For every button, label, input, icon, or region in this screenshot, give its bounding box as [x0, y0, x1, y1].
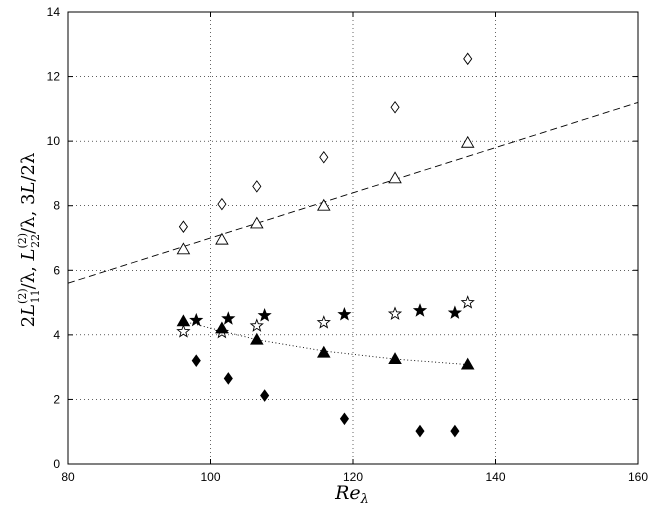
data-markers	[176, 52, 475, 438]
x-tick-label: 120	[343, 470, 363, 484]
star-filled-marker	[337, 307, 352, 321]
y-tick-label: 0	[53, 457, 60, 471]
triangle-open-marker	[215, 232, 229, 245]
diamond-filled-marker	[415, 424, 425, 438]
diamond-filled-marker	[191, 354, 201, 367]
star-open-marker	[387, 306, 403, 320]
star-open-marker	[460, 295, 475, 309]
diamond-open-marker	[390, 100, 400, 114]
triangle-filled-marker	[250, 332, 264, 345]
diamond-open-marker	[319, 151, 329, 164]
star-open-marker	[176, 324, 191, 338]
dotted-fit-line	[183, 320, 468, 366]
diamond-open-marker	[463, 52, 473, 66]
y-tick-label: 10	[47, 134, 61, 148]
y-tick-label: 12	[47, 70, 61, 84]
diamond-filled-marker	[260, 389, 270, 402]
star-filled-marker	[412, 303, 428, 317]
x-axis-label: Reλ	[334, 482, 369, 505]
triangle-filled-marker	[215, 321, 229, 334]
diamond-filled-marker	[450, 424, 460, 438]
triangle-open-marker	[176, 242, 191, 255]
triangle-filled-marker	[176, 314, 191, 327]
x-tick-label: 80	[61, 470, 75, 484]
triangle-filled-marker	[388, 352, 402, 365]
y-tick-label: 6	[53, 263, 60, 277]
y-tick-label: 2	[53, 392, 60, 406]
y-tick-label: 14	[47, 5, 61, 19]
star-open-marker	[249, 318, 264, 332]
dashed-fit-line	[67, 101, 639, 284]
star-filled-marker	[257, 308, 272, 322]
fit-lines	[67, 101, 639, 366]
x-axis-ticks: 80 100 120 140 160	[61, 12, 648, 484]
y-axis-label-text: 2L(2)11/λ, L(2)22/λ, 3L/2λ	[16, 153, 42, 328]
triangle-open-marker	[317, 198, 331, 211]
star-filled-marker	[447, 305, 463, 319]
x-axis-label-text: Reλ	[334, 482, 369, 505]
diamond-open-marker	[178, 220, 188, 233]
diamond-filled-marker	[339, 412, 350, 426]
x-tick-label: 100	[200, 470, 220, 484]
y-axis-label: 2L(2)11/λ, L(2)22/λ, 3L/2λ	[16, 153, 42, 328]
diamond-open-marker	[252, 180, 262, 193]
star-filled-marker	[189, 312, 204, 327]
y-tick-label: 8	[53, 199, 60, 213]
y-axis-ticks: 0 2 4 6 8 10 12 14	[47, 5, 638, 471]
triangle-open-marker	[388, 171, 402, 184]
grid-lines	[68, 12, 638, 464]
x-tick-label: 160	[628, 470, 648, 484]
diamond-open-marker	[217, 197, 227, 211]
triangle-filled-marker	[460, 357, 475, 370]
star-open-marker	[316, 315, 331, 329]
y-tick-label: 4	[53, 328, 60, 342]
triangle-open-marker	[250, 216, 264, 229]
star-filled-marker	[221, 311, 236, 325]
triangle-filled-marker	[317, 345, 331, 358]
triangle-open-marker	[460, 135, 475, 148]
plot-frame	[67, 11, 639, 465]
diamond-filled-marker	[223, 372, 233, 385]
x-tick-label: 140	[485, 470, 505, 484]
